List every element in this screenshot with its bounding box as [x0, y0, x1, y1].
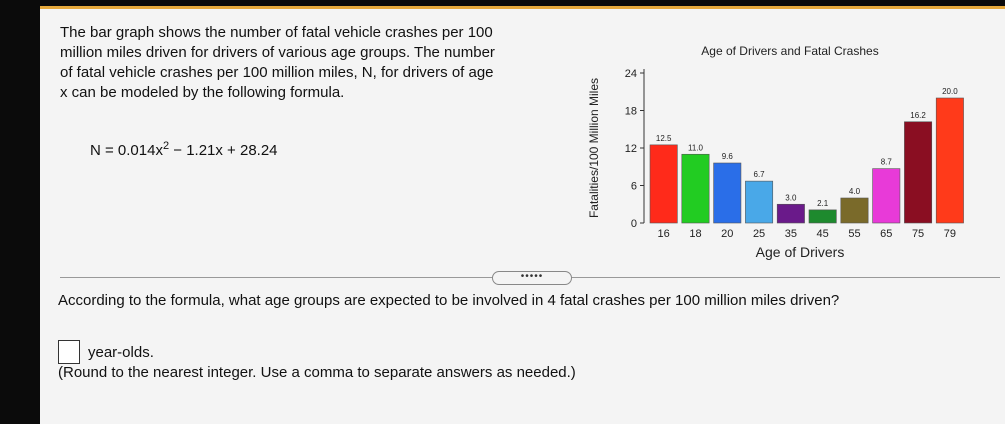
bar-value-label: 3.0 [785, 193, 797, 202]
problem-panel: The bar graph shows the number of fatal … [40, 6, 1005, 424]
y-tick-label: 24 [625, 68, 637, 80]
answer-input[interactable] [58, 340, 80, 364]
x-tick-label: 45 [817, 228, 829, 240]
x-tick-label: 16 [658, 228, 670, 240]
bar-value-label: 12.5 [656, 134, 672, 143]
y-tick-label: 18 [625, 106, 637, 118]
bar [776, 203, 805, 224]
bar-value-label: 6.7 [754, 170, 766, 179]
formula-exponent: 2 [162, 140, 170, 152]
x-tick-label: 75 [912, 228, 924, 240]
bar [904, 121, 933, 224]
bar-value-label: 4.0 [849, 187, 861, 196]
formula-left: N = 0.014x [90, 142, 163, 159]
bar-value-label: 9.6 [722, 152, 734, 161]
rounding-hint: (Round to the nearest integer. Use a com… [58, 364, 576, 381]
x-tick-label: 35 [785, 228, 797, 240]
bar [681, 153, 710, 224]
x-tick-label: 65 [880, 228, 892, 240]
bar-value-label: 20.0 [942, 87, 958, 96]
bar [808, 209, 837, 224]
bar [649, 144, 678, 224]
x-tick-label: 18 [689, 228, 701, 240]
x-tick-label: 79 [944, 228, 956, 240]
bar-chart: Age of Drivers and Fatal Crashes Fataliti… [580, 39, 980, 274]
expand-more-button[interactable]: ••••• [492, 271, 572, 285]
x-tick-label: 20 [721, 228, 733, 240]
x-axis-label: Age of Drivers [756, 244, 845, 260]
x-tick-label: 55 [848, 228, 860, 240]
bar [713, 162, 742, 224]
chart-title: Age of Drivers and Fatal Crashes [701, 44, 878, 58]
problem-line: x can be modeled by the following formul… [60, 84, 345, 101]
formula-right: − 1.21x + 28.24 [169, 142, 278, 159]
bar-chart-svg: Age of Drivers and Fatal Crashes Fataliti… [587, 44, 964, 260]
bar-value-label: 11.0 [688, 143, 704, 152]
bar [840, 197, 869, 224]
problem-statement: The bar graph shows the number of fatal … [60, 23, 580, 103]
answer-row: year-olds. [58, 339, 154, 365]
bar-value-label: 8.7 [881, 158, 893, 167]
bar [872, 168, 901, 224]
bar-value-label: 2.1 [817, 199, 829, 208]
y-tick-label: 6 [631, 181, 637, 193]
problem-line: of fatal vehicle crashes per 100 million… [60, 64, 494, 81]
problem-line: million miles driven for drivers of vari… [60, 44, 495, 61]
y-tick-label: 0 [631, 218, 637, 230]
y-axis-label: Fatalities/100 Million Miles [587, 78, 601, 218]
formula: N = 0.014x2 − 1.21x + 28.24 [90, 140, 278, 159]
bar-value-label: 16.2 [910, 111, 926, 120]
question-text: According to the formula, what age group… [58, 292, 840, 309]
y-tick-label: 12 [625, 143, 637, 155]
answer-suffix: year-olds. [88, 343, 154, 361]
problem-line: The bar graph shows the number of fatal … [60, 24, 493, 41]
bar [935, 97, 964, 224]
bar [745, 180, 774, 224]
x-tick-label: 25 [753, 228, 765, 240]
